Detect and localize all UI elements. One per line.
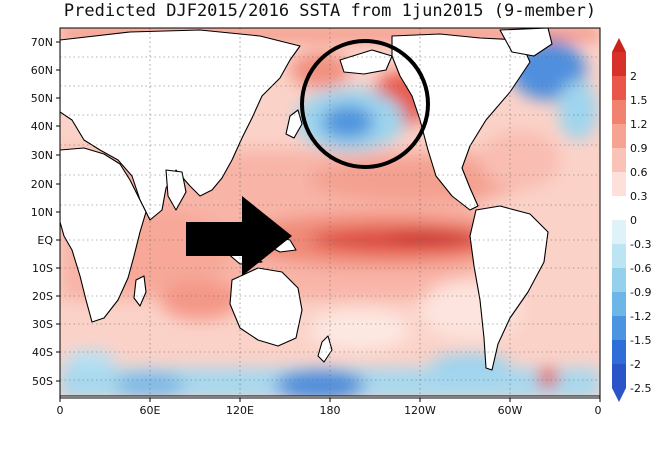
colorbar-label: -0.3 xyxy=(630,238,651,251)
colorbar-swatch xyxy=(612,196,626,221)
colorbar-label: -1.5 xyxy=(630,334,651,347)
lat-label: 50S xyxy=(32,375,53,388)
arrow-pointing-equatorial-pacific xyxy=(186,196,292,276)
colorbar-swatch xyxy=(612,220,626,245)
lon-label: 180 xyxy=(320,404,341,417)
lat-label: 60N xyxy=(31,64,53,77)
lat-labels: 70N 60N 50N 40N 30N 20N 10N EQ 10S 20S 3… xyxy=(31,36,54,388)
lat-label: 50N xyxy=(31,92,53,105)
colorbar-label: -0.9 xyxy=(630,286,651,299)
colorbar-swatch xyxy=(612,76,626,101)
lat-label: 30N xyxy=(31,149,53,162)
map-title: Predicted DJF2015/2016 SSTA from 1jun201… xyxy=(63,1,597,21)
lon-label: 120W xyxy=(404,404,436,417)
colorbar-max-arrow xyxy=(612,38,626,52)
lon-label: 60W xyxy=(498,404,523,417)
lat-label: 20S xyxy=(32,290,53,303)
lon-label: 120E xyxy=(226,404,254,417)
colorbar: 2 1.5 1.2 0.9 0.6 0.3 0 -0.3 -0.6 -0.9 -1.2 -1.5 -2 -… xyxy=(612,38,651,402)
lat-ticks xyxy=(56,41,60,382)
lat-label: 40S xyxy=(32,346,53,359)
colorbar-label: 0.6 xyxy=(630,166,648,179)
colorbar-swatch xyxy=(612,148,626,173)
lat-label: 10S xyxy=(32,262,53,275)
colorbar-label: 2 xyxy=(630,70,637,83)
lat-label: EQ xyxy=(37,234,53,247)
colorbar-swatch xyxy=(612,244,626,269)
lon-labels: 0 60E 120E 180 120W 60W 0 xyxy=(57,404,602,417)
colorbar-swatch xyxy=(612,172,626,197)
colorbar-swatch xyxy=(612,100,626,125)
colorbar-label: -1.2 xyxy=(630,310,651,323)
lon-label: 0 xyxy=(57,404,64,417)
lat-label: 70N xyxy=(31,36,53,49)
lon-label: 0 xyxy=(595,404,602,417)
colorbar-label: -0.6 xyxy=(630,262,651,275)
colorbar-label: -2 xyxy=(630,358,641,371)
colorbar-label: 0.3 xyxy=(630,190,648,203)
colorbar-swatch xyxy=(612,268,626,293)
lat-lon-grid xyxy=(60,28,600,398)
colorbar-swatch xyxy=(612,292,626,317)
colorbar-label: 1.5 xyxy=(630,94,648,107)
circle-highlight-north-pacific xyxy=(300,39,430,169)
colorbar-swatch xyxy=(612,124,626,149)
colorbar-swatch xyxy=(612,340,626,365)
colorbar-label: 0.9 xyxy=(630,142,648,155)
colorbar-swatch xyxy=(612,364,626,389)
lat-label: 10N xyxy=(31,206,53,219)
lon-label: 60E xyxy=(140,404,161,417)
map-area xyxy=(60,28,600,398)
colorbar-label: 0 xyxy=(630,214,637,227)
colorbar-swatch xyxy=(612,316,626,341)
colorbar-swatch xyxy=(612,52,626,77)
colorbar-label: -2.5 xyxy=(630,382,651,395)
colorbar-label: 1.2 xyxy=(630,118,648,131)
lon-ticks xyxy=(59,398,601,402)
lat-label: 40N xyxy=(31,120,53,133)
lat-label: 20N xyxy=(31,178,53,191)
colorbar-min-arrow xyxy=(612,388,626,402)
lat-label: 30S xyxy=(32,318,53,331)
